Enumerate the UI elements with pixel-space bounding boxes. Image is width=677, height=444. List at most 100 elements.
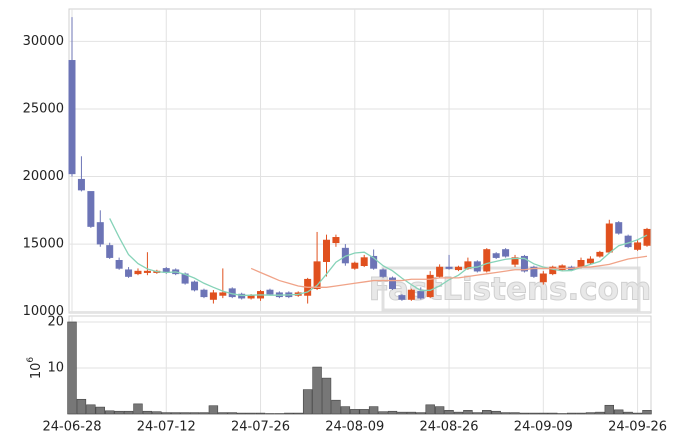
candle-body bbox=[351, 262, 359, 269]
volume-bar bbox=[123, 410, 134, 415]
y-axis-label-base: 10 bbox=[29, 363, 44, 380]
candle-body bbox=[238, 293, 246, 299]
volume-bar bbox=[67, 321, 77, 415]
volume-bar bbox=[293, 412, 303, 415]
candle-body bbox=[87, 191, 95, 227]
candle-body bbox=[436, 266, 444, 277]
x-tick-label: 24-08-26 bbox=[420, 420, 479, 435]
volume-bar bbox=[152, 411, 162, 415]
y-tick-label: 15000 bbox=[23, 237, 64, 252]
candle-body bbox=[360, 257, 368, 267]
candle-body bbox=[643, 228, 651, 246]
volume-bar bbox=[576, 412, 586, 415]
candle-body bbox=[445, 266, 453, 269]
y-axis-label-exponent: 6 bbox=[26, 357, 36, 363]
volume-bar bbox=[548, 412, 558, 415]
x-tick-label: 24-08-09 bbox=[325, 420, 384, 435]
candle-body bbox=[586, 258, 594, 264]
candle-body bbox=[143, 270, 151, 273]
candle-body bbox=[483, 249, 491, 272]
volume-bar bbox=[218, 412, 228, 415]
volume-bar bbox=[529, 412, 539, 415]
volume-bar bbox=[189, 412, 200, 415]
candle-body bbox=[624, 235, 632, 248]
candle-body bbox=[492, 253, 500, 258]
volume-bar bbox=[453, 411, 464, 415]
volume-bar bbox=[227, 412, 237, 415]
candle-body bbox=[106, 245, 114, 258]
volume-bar bbox=[208, 405, 219, 415]
candle-body bbox=[407, 289, 415, 300]
y-tick-label: 20 bbox=[47, 314, 64, 329]
volume-bar bbox=[425, 404, 435, 415]
candle-body bbox=[539, 273, 547, 283]
y-tick-label: 10 bbox=[47, 360, 64, 375]
candle-body bbox=[219, 292, 227, 296]
y-axis-label: 106 bbox=[26, 357, 44, 380]
volume-bar bbox=[350, 409, 360, 415]
candle-body bbox=[125, 269, 133, 277]
candle-body bbox=[502, 249, 510, 257]
volume-bar bbox=[378, 411, 388, 415]
candle-body bbox=[209, 292, 217, 300]
candle-body bbox=[115, 260, 123, 269]
candle-body bbox=[520, 255, 528, 272]
volume-bar bbox=[482, 410, 492, 415]
candle-body bbox=[530, 266, 538, 277]
volume-bar bbox=[538, 412, 549, 415]
volume-bar bbox=[331, 399, 341, 415]
volume-bar bbox=[632, 412, 643, 415]
volume-bar bbox=[491, 410, 501, 415]
volume-bar bbox=[434, 406, 445, 415]
volume-bar bbox=[566, 412, 577, 415]
candle-body bbox=[370, 255, 378, 269]
volume-bar bbox=[340, 406, 351, 415]
candle-body bbox=[511, 257, 519, 265]
watermark-box bbox=[381, 266, 641, 312]
volume-bar bbox=[397, 411, 407, 415]
volume-bar bbox=[500, 412, 511, 415]
candle-body bbox=[605, 223, 613, 253]
volume-bar bbox=[302, 389, 313, 415]
x-tick-label: 24-06-28 bbox=[42, 420, 101, 435]
candle-body bbox=[634, 242, 642, 250]
candle-body bbox=[615, 222, 623, 234]
y-tick-label: 20000 bbox=[23, 169, 64, 184]
candle-body bbox=[388, 277, 396, 289]
volume-bar bbox=[614, 409, 624, 415]
volume-bar bbox=[133, 403, 143, 415]
candle-body bbox=[398, 295, 406, 300]
volume-bar bbox=[406, 411, 417, 415]
volume-bar bbox=[76, 398, 87, 415]
x-tick-label: 24-09-26 bbox=[608, 420, 667, 435]
volume-bar bbox=[463, 410, 473, 415]
x-tick-label: 24-07-12 bbox=[137, 420, 196, 435]
volume-bar bbox=[368, 406, 379, 415]
volume-bar bbox=[321, 377, 332, 415]
candle-body bbox=[426, 274, 434, 298]
volume-bar bbox=[95, 406, 105, 415]
y-tick-label: 10000 bbox=[23, 304, 64, 319]
volume-bar bbox=[161, 412, 171, 415]
volume-bar bbox=[623, 411, 633, 415]
volume-bar bbox=[444, 410, 454, 415]
volume-bar bbox=[105, 410, 115, 415]
volume-bar bbox=[86, 404, 96, 415]
volume-bar bbox=[585, 412, 596, 415]
watermark: FastListens.com bbox=[369, 272, 652, 308]
moving-average-line bbox=[109, 218, 648, 297]
volume-bar bbox=[236, 412, 247, 415]
candle-body bbox=[417, 291, 425, 299]
volume-bar bbox=[472, 412, 483, 415]
candle-body bbox=[68, 60, 76, 175]
volume-bar bbox=[199, 412, 209, 415]
y-tick-label: 25000 bbox=[23, 101, 64, 116]
volume-bar bbox=[180, 412, 190, 415]
candle-body bbox=[200, 289, 208, 298]
candle-body bbox=[323, 239, 331, 262]
volume-bar bbox=[255, 412, 266, 415]
volume-bar bbox=[604, 404, 614, 415]
volume-bar bbox=[387, 410, 398, 415]
candle-body bbox=[558, 265, 566, 271]
